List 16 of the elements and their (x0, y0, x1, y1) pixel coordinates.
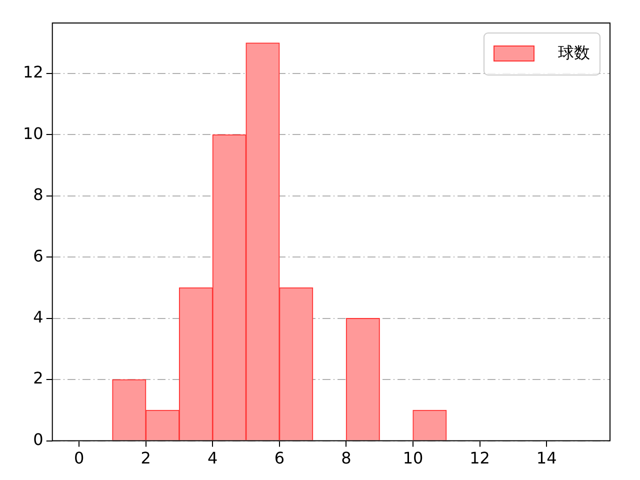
x-tick-label: 4 (208, 448, 218, 468)
y-tick-label: 2 (33, 368, 44, 388)
x-tick-label: 14 (536, 448, 557, 468)
y-tick-label: 8 (33, 185, 44, 204)
x-tick-label: 10 (402, 448, 424, 468)
x-tick-label: 8 (341, 448, 352, 468)
y-tick-label: 4 (33, 308, 44, 327)
x-tick-label: 12 (470, 448, 490, 468)
y-tick-label: 10 (23, 124, 44, 143)
legend-label: 球数 (558, 43, 590, 62)
x-tick-label: 0 (74, 448, 84, 468)
y-tick-label: 6 (33, 246, 44, 266)
x-tick-label: 6 (274, 448, 285, 468)
x-tick-label: 2 (140, 448, 151, 468)
y-tick-label: 12 (23, 62, 44, 82)
y-tick-label: 0 (33, 430, 44, 449)
